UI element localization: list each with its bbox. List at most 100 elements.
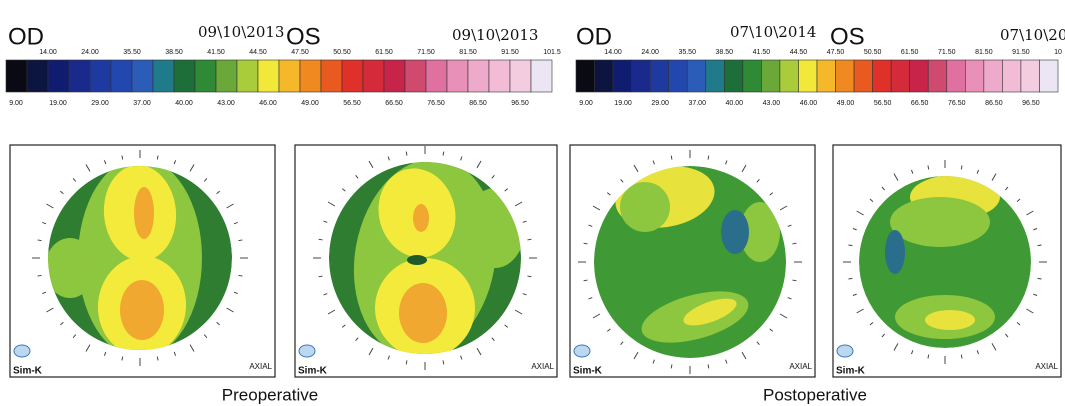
scale-cell: [687, 60, 706, 92]
scale-cell: [384, 60, 405, 92]
scale-top-label: 41.50: [753, 49, 771, 56]
scale-cell: [743, 60, 762, 92]
scale-bottom-label: 46.00: [800, 100, 818, 107]
dial-tick: [157, 356, 158, 360]
scale-top-label: 14.00: [39, 49, 57, 56]
scale-top-label: 71.50: [417, 49, 435, 56]
scale-cell: [279, 60, 300, 92]
scale-bottom-label: 86.50: [985, 100, 1003, 107]
dial-tick: [961, 355, 962, 359]
scale-cell: [576, 60, 595, 92]
dial-tick: [848, 245, 852, 246]
scale-bottom-label: 37.00: [688, 100, 706, 107]
scale-top-label: 24.00: [81, 49, 99, 56]
map-zone: [721, 210, 749, 254]
scale-bottom-label: 19.00: [614, 100, 632, 107]
dial-tick: [122, 356, 123, 360]
scale-cell: [405, 60, 426, 92]
od-label: OD: [576, 23, 612, 50]
dial-tick: [792, 280, 796, 281]
dial-tick: [406, 152, 407, 156]
scale-top-label: 81.50: [975, 49, 993, 56]
map-zone: [890, 197, 990, 247]
map-mode: AXIAL: [249, 362, 272, 371]
scale-cell: [153, 60, 174, 92]
scale-top-label: 61.50: [375, 49, 393, 56]
map-label: Sim-K: [836, 366, 866, 377]
scale-cell: [798, 60, 817, 92]
dial-tick: [584, 280, 588, 281]
dial-tick: [319, 276, 323, 277]
figure: OD09\10\2013OS09\10\201314.0024.0035.503…: [0, 0, 1065, 406]
scale-top-label: 50.50: [864, 49, 882, 56]
scale-cell: [489, 60, 510, 92]
scale-top-label: 14.00: [604, 49, 622, 56]
dial-tick: [1038, 278, 1042, 279]
scale-cell: [195, 60, 216, 92]
scale-top-label: 38.50: [716, 49, 734, 56]
scale-cell: [111, 60, 132, 92]
scale-cell: [854, 60, 873, 92]
scale-cell: [48, 60, 69, 92]
scale-cell: [363, 60, 384, 92]
dial-tick: [527, 239, 531, 240]
dial-tick: [38, 240, 42, 241]
topography-map: [859, 175, 1031, 348]
scale-bottom-label: 49.00: [837, 100, 855, 107]
scale-bottom-label: 19.00: [49, 100, 67, 107]
od-date: 09\10\2013: [198, 23, 284, 41]
dial-tick: [961, 165, 962, 169]
dial-tick: [1038, 245, 1042, 246]
map-label: Sim-K: [298, 366, 328, 377]
scale-bottom-label: 76.50: [427, 100, 445, 107]
scale-bottom-label: 96.50: [511, 100, 529, 107]
scale-cell: [613, 60, 632, 92]
scale-bottom-label: 40.00: [726, 100, 744, 107]
scale-bottom-label: 29.00: [651, 100, 669, 107]
scale-cell: [258, 60, 279, 92]
scale-bottom-label: 56.50: [874, 100, 892, 107]
map-zone: [407, 255, 427, 265]
scale-top-label: 24.00: [641, 49, 659, 56]
map-zone: [134, 187, 154, 239]
scale-cell: [1021, 60, 1040, 92]
scale-cell: [873, 60, 892, 92]
scale-top-label: 61.50: [901, 49, 919, 56]
dial-tick: [157, 156, 158, 160]
scale-cell: [174, 60, 195, 92]
scale-cell: [836, 60, 855, 92]
scale-bottom-label: 40.00: [175, 100, 193, 107]
scale-bottom-label: 43.00: [217, 100, 235, 107]
dial-tick: [238, 240, 242, 241]
dial-tick: [38, 275, 42, 276]
scale-bottom-label: 86.50: [469, 100, 487, 107]
scale-cell: [1039, 60, 1058, 92]
dial-tick: [122, 156, 123, 160]
scale-cell: [984, 60, 1003, 92]
os-date: 09\10\2013: [452, 26, 538, 44]
caption: Preoperative: [222, 385, 318, 404]
dial-tick: [671, 364, 672, 368]
dial-tick: [928, 355, 929, 359]
scale-cell: [817, 60, 836, 92]
scale-bottom-label: 56.50: [343, 100, 361, 107]
scale-cell: [650, 60, 669, 92]
scale-cell: [300, 60, 321, 92]
scale-cell: [426, 60, 447, 92]
scale-cell: [780, 60, 799, 92]
map-zone: [120, 280, 164, 340]
dial-tick: [238, 275, 242, 276]
scale-bottom-label: 46.00: [259, 100, 277, 107]
scale-top-label: 47.50: [827, 49, 845, 56]
scale-top-label: 10: [1054, 49, 1062, 56]
map-mode: AXIAL: [789, 362, 812, 371]
scale-bottom-label: 37.00: [133, 100, 151, 107]
dial-tick: [671, 156, 672, 160]
scale-bottom-label: 9.00: [9, 100, 23, 107]
dial-tick: [848, 278, 852, 279]
scale-bottom-label: 66.50: [911, 100, 929, 107]
scale-cell: [468, 60, 489, 92]
scale-cell: [595, 60, 614, 92]
dial-tick: [708, 364, 709, 368]
scale-bottom-label: 49.00: [301, 100, 319, 107]
